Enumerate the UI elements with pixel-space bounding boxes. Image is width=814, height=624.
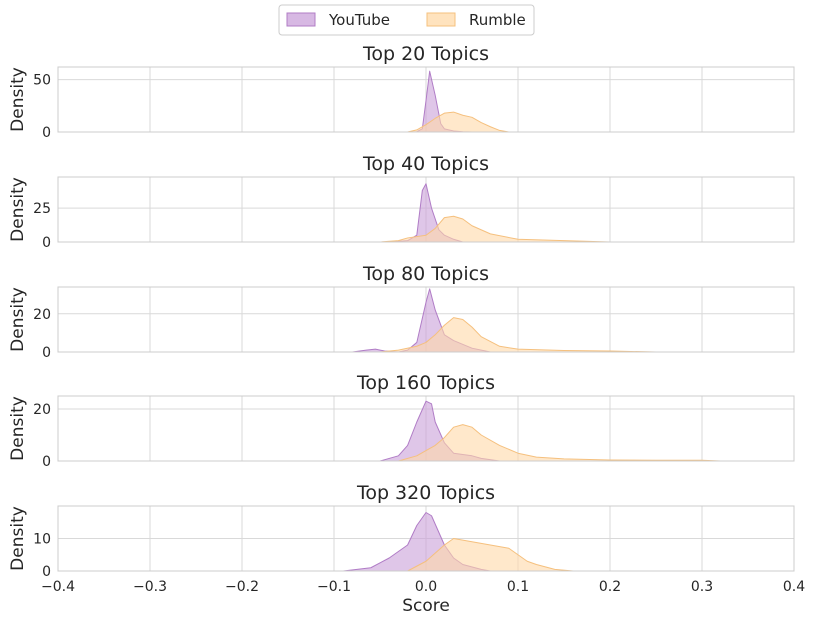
panel-title: Top 40 Topics xyxy=(362,153,489,175)
panel-frame xyxy=(57,286,795,353)
panel-1: Top 20 Topics 0 50 Density xyxy=(8,43,795,141)
panel-frame xyxy=(57,176,795,243)
y-tick-label: 20 xyxy=(33,307,51,323)
density-area-rumble xyxy=(407,111,510,133)
x-tick-label: 0.1 xyxy=(507,579,529,595)
panel-title: Top 160 Topics xyxy=(356,372,495,394)
x-tick-label: −0.1 xyxy=(317,579,351,595)
x-axis-label: Score xyxy=(402,596,450,616)
y-tick-label: 0 xyxy=(42,235,51,251)
panel-5: Top 320 Topics 0 10 Density xyxy=(8,482,795,580)
legend-label-youtube: YouTube xyxy=(328,11,390,29)
y-tick-label: 0 xyxy=(42,454,51,470)
x-tick-label: −0.4 xyxy=(41,579,75,595)
legend-swatch-youtube xyxy=(286,12,316,27)
y-tick-label: 0 xyxy=(42,345,51,361)
panel-4: Top 160 Topics 0 20 Density xyxy=(8,372,795,470)
panel-title: Top 20 Topics xyxy=(362,43,489,65)
legend: YouTube Rumble xyxy=(278,4,535,36)
x-axis: −0.4 −0.3 −0.2 −0.1 0.0 0.1 0.2 0.3 0.4 Score xyxy=(41,579,805,616)
x-tick-label: −0.3 xyxy=(133,579,167,595)
y-tick-label: 25 xyxy=(33,201,51,217)
panel-3: Top 80 Topics 0 20 Density xyxy=(8,263,795,361)
panel-title: Top 80 Topics xyxy=(362,263,489,285)
panel-frame xyxy=(57,66,795,133)
y-tick-label: 20 xyxy=(33,402,51,418)
panel-frame xyxy=(57,395,795,462)
x-tick-label: −0.2 xyxy=(225,579,259,595)
panel-frame xyxy=(57,505,795,572)
density-area-rumble xyxy=(397,424,721,462)
density-area-rumble xyxy=(379,317,657,353)
y-axis-label: Density xyxy=(8,177,28,242)
panel-title: Top 320 Topics xyxy=(356,482,495,504)
legend-swatch-rumble xyxy=(426,12,456,27)
y-tick-label: 50 xyxy=(33,73,51,89)
panels-container: Top 20 Topics 0 50 Density Top 40 Topics 0 25 D… xyxy=(8,43,795,580)
y-axis-label: Density xyxy=(8,287,28,352)
y-axis-label: Density xyxy=(8,396,28,461)
x-tick-label: 0.4 xyxy=(783,579,805,595)
y-axis-label: Density xyxy=(8,506,28,571)
y-axis-label: Density xyxy=(8,67,28,132)
y-tick-label: 0 xyxy=(42,564,51,580)
x-tick-label: 0.3 xyxy=(691,579,713,595)
legend-label-rumble: Rumble xyxy=(469,11,526,29)
density-area-rumble xyxy=(379,215,611,243)
x-tick-label: 0.0 xyxy=(415,579,437,595)
x-tick-label: 0.2 xyxy=(599,579,621,595)
legend-frame xyxy=(278,4,535,36)
panel-2: Top 40 Topics 0 25 Density xyxy=(8,153,795,251)
y-tick-label: 0 xyxy=(42,125,51,141)
density-area-rumble xyxy=(407,538,574,572)
y-tick-label: 10 xyxy=(33,532,51,548)
